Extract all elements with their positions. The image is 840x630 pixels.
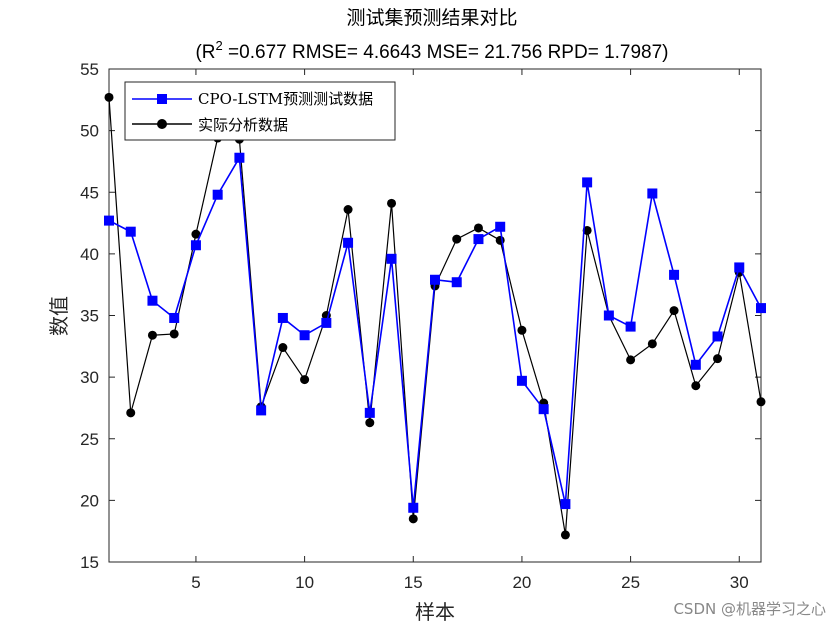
y-tick-label: 55: [80, 60, 99, 79]
data-point-actual: [713, 354, 723, 364]
legend-label-cpo-lstm: CPO-LSTM预测测试数据: [198, 90, 373, 108]
data-point-actual: [169, 329, 179, 339]
legend-marker-circle: [157, 119, 167, 129]
x-axis-label: 样本: [415, 600, 455, 624]
data-point-actual: [647, 339, 657, 349]
data-point-cpo-lstm: [386, 253, 397, 264]
data-point-cpo-lstm: [473, 234, 484, 245]
subtitle-r2-superscript: 2: [216, 38, 223, 53]
data-point-cpo-lstm: [321, 317, 332, 328]
data-point-actual: [560, 530, 570, 540]
x-tick-label: 20: [512, 573, 531, 592]
data-point-cpo-lstm: [516, 375, 527, 386]
data-point-actual: [387, 198, 397, 208]
legend: CPO-LSTM预测测试数据 实际分析数据: [124, 81, 396, 141]
data-point-actual: [582, 225, 592, 235]
data-point-cpo-lstm: [669, 269, 680, 280]
data-point-cpo-lstm: [451, 277, 462, 288]
y-tick-label: 25: [80, 430, 99, 449]
y-tick-label: 20: [80, 491, 99, 510]
data-point-actual: [473, 223, 483, 233]
data-point-actual: [300, 375, 310, 385]
data-point-cpo-lstm: [169, 312, 180, 323]
y-tick-label: 30: [80, 368, 99, 387]
plot-area: [108, 68, 762, 563]
y-axis-label: 数值: [47, 296, 71, 336]
data-point-cpo-lstm: [212, 189, 223, 200]
data-point-actual: [278, 343, 288, 353]
subtitle-metrics: =0.677 RMSE= 4.6643 MSE= 21.756 RPD= 1.7…: [223, 42, 669, 63]
data-point-cpo-lstm: [234, 152, 245, 163]
data-point-cpo-lstm: [690, 359, 701, 370]
data-point-actual: [365, 418, 375, 428]
data-point-cpo-lstm: [190, 240, 201, 251]
data-point-actual: [191, 229, 201, 239]
data-point-cpo-lstm: [734, 262, 745, 273]
x-tick-labels: 5 10 15 20 25 30: [191, 573, 749, 592]
data-point-cpo-lstm: [125, 226, 136, 237]
y-tick-label: 50: [80, 122, 99, 141]
data-point-actual: [691, 381, 701, 391]
data-point-cpo-lstm: [299, 330, 310, 341]
x-tick-label: 5: [191, 573, 200, 592]
x-tick-label: 30: [730, 573, 749, 592]
axis-ticks: [109, 68, 761, 563]
data-point-actual: [517, 325, 527, 335]
data-point-cpo-lstm: [408, 502, 419, 513]
chart-subtitle: (R2 =0.677 RMSE= 4.6643 MSE= 21.756 RPD=…: [195, 38, 668, 63]
data-point-cpo-lstm: [495, 221, 506, 232]
legend-box: [124, 81, 396, 141]
y-tick-label: 15: [80, 553, 99, 572]
data-point-cpo-lstm: [712, 331, 723, 342]
data-point-cpo-lstm: [147, 295, 158, 306]
data-point-actual: [669, 306, 679, 316]
x-tick-label: 25: [621, 573, 640, 592]
data-point-cpo-lstm: [625, 321, 636, 332]
data-point-actual: [408, 514, 418, 524]
legend-label-actual: 实际分析数据: [198, 116, 288, 134]
chart-title: 测试集预测结果对比: [346, 7, 517, 29]
y-tick-label: 40: [80, 245, 99, 264]
data-point-actual: [147, 330, 157, 340]
data-point-actual: [626, 355, 636, 365]
data-point-cpo-lstm: [277, 312, 288, 323]
data-point-cpo-lstm: [756, 303, 766, 314]
data-point-cpo-lstm: [364, 407, 375, 418]
data-point-cpo-lstm: [104, 215, 114, 226]
data-point-actual: [126, 408, 136, 418]
data-point-actual: [756, 397, 766, 407]
data-point-cpo-lstm: [256, 405, 267, 416]
y-tick-labels: 15 20 25 30 35 40 45 50 55: [80, 60, 99, 572]
x-tick-label: 10: [295, 573, 314, 592]
data-point-cpo-lstm: [430, 274, 440, 285]
series-layer: [104, 92, 766, 540]
data-point-cpo-lstm: [560, 499, 571, 510]
data-point-cpo-lstm: [343, 237, 354, 248]
data-point-cpo-lstm: [582, 177, 593, 188]
data-point-cpo-lstm: [538, 404, 549, 415]
x-tick-label: 15: [404, 573, 423, 592]
data-point-actual: [343, 205, 353, 215]
legend-marker-square: [157, 94, 167, 104]
subtitle-r2-prefix: (R: [195, 42, 215, 63]
watermark: CSDN @机器学习之心: [673, 600, 826, 618]
data-point-actual: [104, 92, 114, 102]
data-point-actual: [452, 234, 462, 244]
y-tick-label: 35: [80, 307, 99, 326]
data-point-cpo-lstm: [647, 188, 658, 199]
data-point-cpo-lstm: [603, 310, 614, 321]
y-tick-label: 45: [80, 183, 99, 202]
